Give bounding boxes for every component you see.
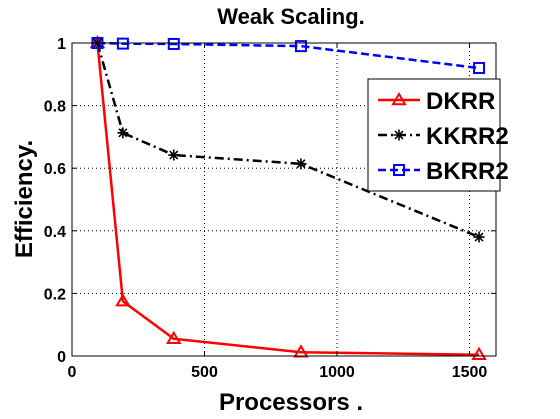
data-point-kkrr2 [295,158,307,170]
x-axis-label: Processors . [219,389,363,416]
legend-label-dkrr: DKRR [426,88,495,115]
x-tick-label: 1500 [452,364,488,381]
x-tick-label: 0 [68,364,77,381]
y-tick-label: 0 [57,349,66,366]
data-point-bkrr2 [167,37,180,50]
data-point-dkrr [471,346,487,360]
data-point-bkrr2 [473,62,486,75]
legend: DKRR KKRR2 BKRR2 [367,78,509,192]
legend-marker-bkrr2 [393,164,405,176]
series-line-kkrr2 [96,42,480,239]
data-point-bkrr2 [116,37,129,50]
x-tick-label: 1000 [319,364,355,381]
data-point-dkrr [115,293,131,307]
y-tick-label: 0.8 [44,99,66,116]
legend-box [367,78,501,192]
data-point-kkrr2 [168,149,180,161]
y-tick-label: 0.4 [44,224,66,241]
y-tick-label: 0.6 [44,161,66,178]
y-tick-label: 1 [57,36,66,53]
series-line-dkrr [96,42,480,356]
data-point-dkrr [166,330,182,344]
plot-frame [71,42,497,357]
legend-marker-dkrr [391,92,407,106]
y-axis-label: Efficiency. [11,140,38,258]
legend-label-kkrr2: KKRR2 [426,123,509,150]
legend-marker-kkrr2 [393,129,405,141]
x-tick-label: 500 [191,364,218,381]
chart-title: Weak Scaling. [217,4,365,29]
data-point-kkrr2 [473,231,485,243]
axis-ticks: 0 500 1000 1500 0 0.2 0.4 0.6 0.8 1 [44,36,496,381]
y-tick-label: 0.2 [44,286,66,303]
legend-label-bkrr2: BKRR2 [426,158,509,185]
series-line-bkrr2 [97,41,480,70]
data-point-kkrr2 [117,127,129,139]
data-point-bkrr2 [294,40,307,53]
